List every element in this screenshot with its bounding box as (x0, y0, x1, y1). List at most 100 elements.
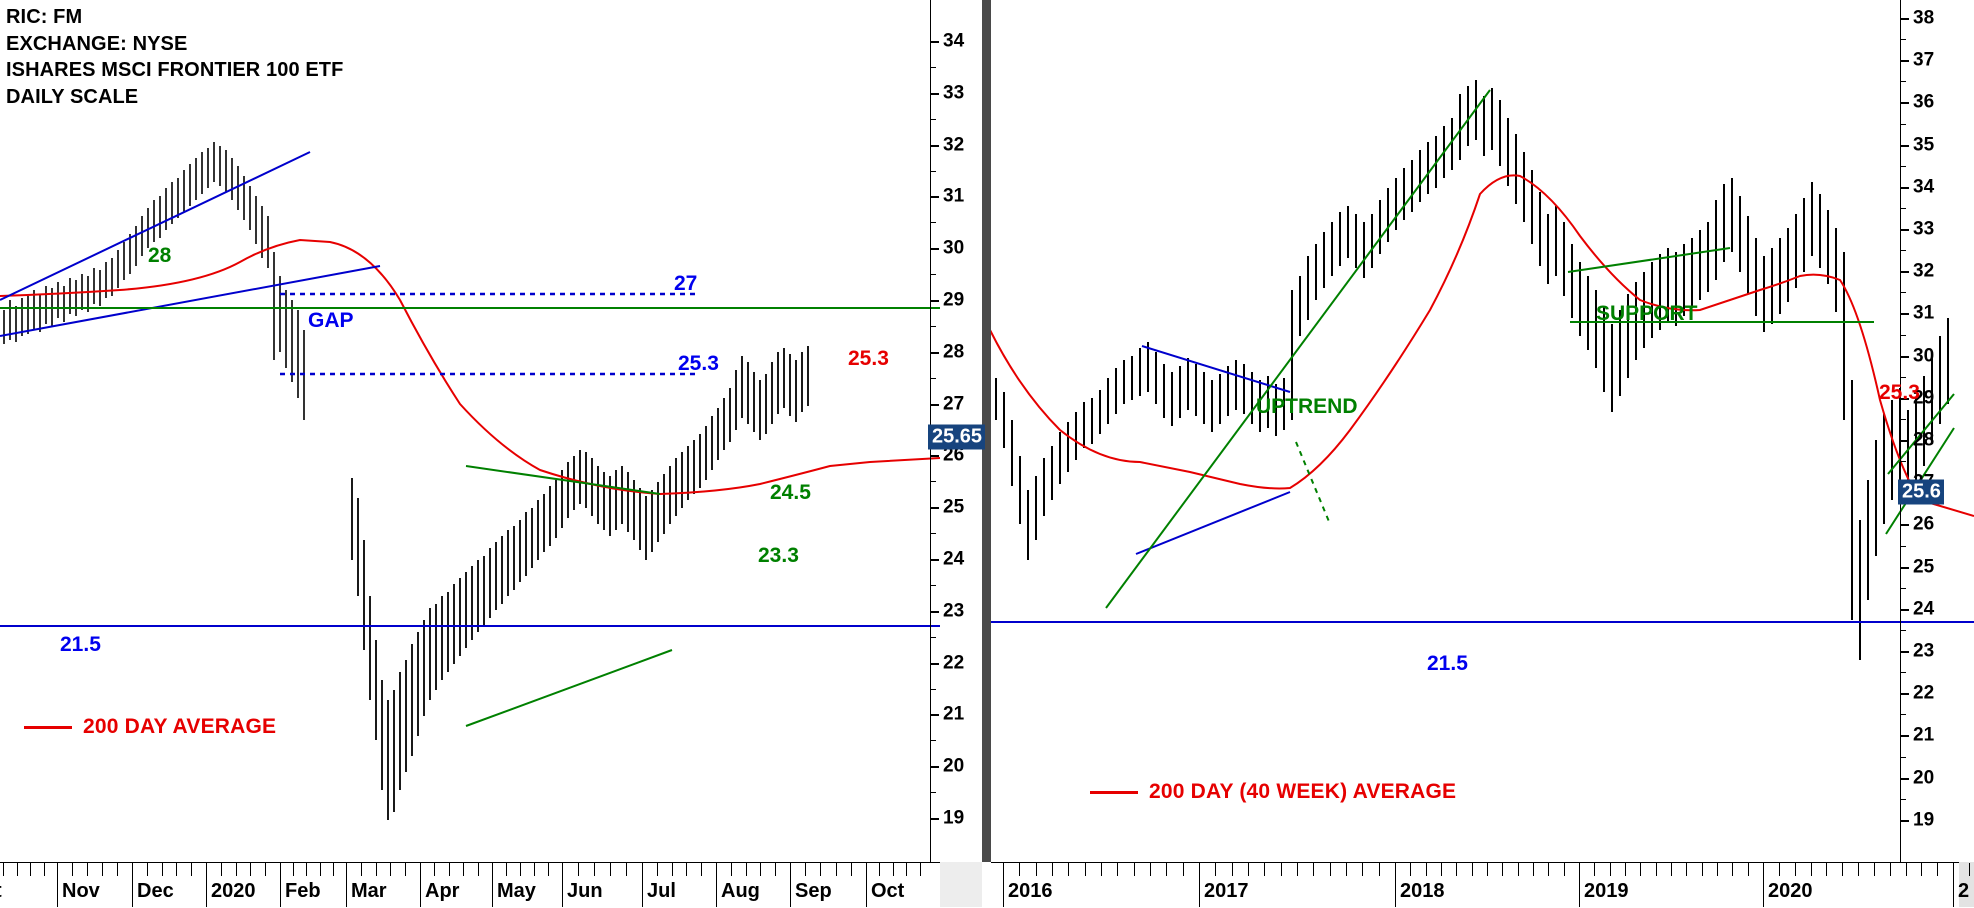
weekly-date-minor-tick (1019, 863, 1021, 876)
daily-date-minor-tick (520, 863, 521, 876)
weekly-tick-28 (1900, 440, 1909, 442)
weekly-tick-label-19: 19 (1913, 809, 1935, 831)
daily-minor-tick (930, 584, 936, 586)
weekly-last-price-tag[interactable]: 25.6 (1898, 479, 1944, 505)
daily-candlesticks (3, 142, 305, 420)
daily-date-tick (206, 863, 207, 907)
daily-date-minor-tick (220, 863, 222, 876)
weekly-tick-label-24: 24 (1913, 598, 1935, 620)
weekly-date-minor-tick (1686, 863, 1688, 876)
weekly-date-minor-tick (1101, 863, 1102, 876)
daily-date-minor-tick (434, 863, 436, 876)
weekly-date-minor-tick (1625, 863, 1626, 876)
weekly-tick-label-29: 29 (1913, 387, 1935, 409)
weekly-recovery-upper-line (1887, 393, 1955, 475)
daily-date-label-Mar: Mar (351, 880, 387, 902)
daily-tick-20 (930, 766, 939, 769)
weekly-date-minor-tick (1778, 863, 1780, 876)
daily-date-minor-tick (892, 863, 894, 876)
daily-date-tick (346, 863, 347, 907)
daily-date-tick (716, 863, 717, 907)
daily-date-minor-tick (850, 863, 852, 876)
weekly-plot-area[interactable] (990, 0, 1974, 907)
daily-date-minor-tick (146, 863, 148, 876)
weekly-date-minor-tick (1378, 863, 1380, 876)
weekly-tick-label-23: 23 (1913, 640, 1935, 662)
weekly-date-minor-tick (1563, 863, 1565, 876)
daily-legend: 200 DAY AVERAGE (24, 715, 276, 739)
weekly-tick-label-25: 25 (1913, 556, 1935, 578)
daily-date-minor-tick (820, 863, 822, 876)
weekly-resistance-trendline (1567, 247, 1731, 273)
weekly-price-axis[interactable]: 3837363534333231302928272625242322212019 (1900, 0, 1974, 862)
weekly-date-minor-tick (1264, 863, 1266, 876)
daily-date-tick (492, 863, 493, 907)
daily-header-exchange: EXCHANGE: NYSE (6, 32, 188, 55)
weekly-date-minor-tick (1640, 863, 1642, 876)
daily-tick-label-32: 32 (943, 134, 965, 156)
daily-minor-tick (930, 325, 936, 327)
daily-tick-label-24: 24 (943, 548, 965, 570)
weekly-date-tick (1579, 863, 1580, 907)
daily-minor-tick (930, 170, 936, 172)
daily-minor-tick (930, 222, 936, 224)
daily-date-minor-tick (319, 863, 321, 876)
daily-date-minor-tick (16, 863, 18, 876)
weekly-date-minor-tick (1889, 863, 1891, 876)
daily-wedge-lower-line (465, 649, 673, 727)
weekly-minor-tick (1900, 545, 1906, 547)
weekly-minor-tick (1900, 714, 1906, 716)
weekly-chart-panel[interactable]: RIC: FM EXCHANGE: NYSE ISHARES MSCI FRON… (990, 0, 1974, 907)
weekly-minor-tick (1900, 165, 1906, 167)
daily-date-label-May: May (497, 880, 536, 902)
daily-date-minor-tick (306, 863, 308, 876)
daily-tick-label-27: 27 (943, 393, 965, 415)
weekly-tick-31 (1900, 313, 1909, 316)
daily-plot-area[interactable] (0, 0, 940, 907)
daily-last-price-tag[interactable]: 25.65 (928, 424, 986, 450)
weekly-tick-19 (1900, 819, 1909, 822)
daily-price-plot (0, 142, 940, 820)
weekly-date-tick (1953, 863, 1954, 907)
weekly-tick-29 (1900, 397, 1909, 400)
weekly-date-minor-tick (1517, 863, 1519, 876)
daily-tick-29 (930, 300, 939, 302)
weekly-minor-tick (1900, 207, 1906, 209)
daily-date-tick (57, 863, 58, 907)
daily-tick-31 (930, 196, 939, 199)
daily-date-minor-tick (506, 863, 507, 876)
weekly-date-tick (1199, 863, 1200, 907)
weekly-date-label-2020: 2020 (1768, 880, 1813, 902)
weekly-date-minor-tick (1329, 863, 1331, 876)
weekly-uptrend-line (1105, 89, 1491, 609)
weekly-date-minor-tick (1548, 863, 1550, 876)
weekly-tick-label-36: 36 (1913, 91, 1935, 113)
weekly-annotation-level-21-5: 21.5 (1427, 652, 1468, 675)
weekly-date-minor-tick (1215, 863, 1217, 876)
daily-date-minor-tick (390, 863, 392, 876)
daily-date-axis[interactable]: t Nov Dec 2020 Feb Mar Apr May Jun Jul Aug Sep Oct (0, 862, 940, 908)
weekly-tick-label-35: 35 (1913, 134, 1935, 156)
daily-chart-panel[interactable]: RIC: FM EXCHANGE: NYSE ISHARES MSCI FRON… (0, 0, 940, 907)
daily-date-label-Aug: Aug (721, 880, 760, 902)
daily-tick-32 (930, 144, 939, 147)
weekly-date-minor-tick (1133, 863, 1135, 876)
weekly-tick-label-38: 38 (1913, 7, 1935, 29)
daily-channel-upper-trendline (0, 151, 311, 301)
weekly-date-minor-tick (1701, 863, 1703, 876)
daily-date-minor-tick (72, 863, 73, 876)
daily-annotation-gap-bottom-25-3: 25.3 (678, 352, 719, 375)
weekly-date-minor-tick (1502, 863, 1504, 876)
daily-price-axis[interactable]: 34 33 32 31 30 29 28 27 26 25 24 23 22 21 20 19 (930, 0, 982, 862)
weekly-tick-24 (1900, 608, 1909, 611)
daily-header-ric: RIC: FM (6, 6, 83, 28)
daily-tick-label-25: 25 (943, 496, 965, 518)
weekly-date-axis[interactable]: 2016 2017 2018 2019 2020 2 (991, 862, 1971, 908)
daily-annotation-level-28: 28 (148, 244, 172, 267)
daily-tick-21 (930, 714, 939, 717)
daily-date-tick (642, 863, 643, 907)
daily-date-label-Apr: Apr (425, 880, 460, 902)
weekly-tick-34 (1900, 186, 1909, 189)
daily-annotation-wedge-23-3: 23.3 (758, 544, 799, 567)
daily-minor-tick (930, 118, 936, 120)
